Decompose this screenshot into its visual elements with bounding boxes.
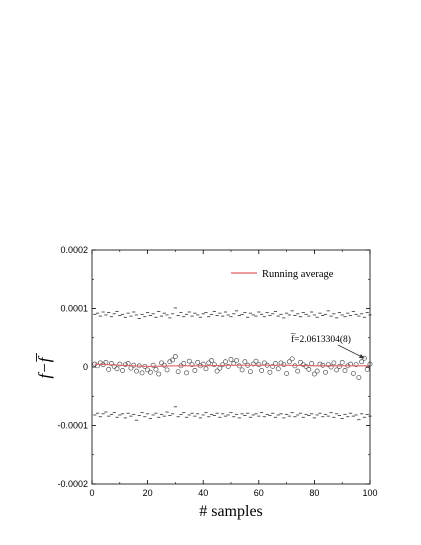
- legend-label-running-average: Running average: [262, 269, 334, 280]
- sample-point: [350, 370, 356, 376]
- sample-point: [225, 363, 231, 369]
- sample-point: [122, 362, 128, 368]
- y-tick-label: 0.0002: [60, 245, 88, 255]
- x-tick-label: 80: [309, 488, 319, 498]
- sample-point: [181, 361, 187, 366]
- annotation-arrow-head: [358, 354, 365, 359]
- sample-point: [295, 368, 301, 374]
- annotation-text: f̅=2.0613304(8): [290, 333, 351, 345]
- x-tick-label: 0: [89, 488, 94, 498]
- sample-point: [286, 359, 292, 365]
- sample-point: [339, 359, 345, 365]
- sample-point: [170, 357, 176, 363]
- sample-point: [228, 356, 234, 362]
- sample-point: [331, 360, 337, 366]
- sample-point: [270, 363, 276, 369]
- x-tick-label: 20: [143, 488, 153, 498]
- sample-point: [336, 363, 342, 369]
- sample-point: [289, 356, 295, 362]
- sample-point: [186, 358, 192, 364]
- sample-point: [303, 363, 309, 369]
- x-tick-label: 100: [362, 488, 377, 498]
- sample-point: [248, 369, 253, 375]
- sample-point: [206, 360, 212, 366]
- sample-point: [267, 369, 273, 375]
- legend: Running average: [231, 269, 334, 280]
- sample-point: [159, 360, 164, 366]
- sample-point: [120, 368, 126, 373]
- sample-point: [314, 368, 320, 374]
- sample-point: [203, 366, 209, 372]
- sample-point: [156, 371, 162, 377]
- sample-point: [253, 358, 259, 364]
- sample-point: [309, 361, 315, 366]
- sample-point: [139, 370, 145, 376]
- sample-point: [114, 366, 120, 372]
- sample-point: [217, 365, 223, 371]
- sample-point: [220, 362, 226, 368]
- sample-point: [364, 366, 370, 372]
- sample-point: [342, 368, 348, 373]
- sample-point: [323, 369, 328, 375]
- sample-point: [328, 364, 334, 370]
- sample-point: [189, 362, 195, 368]
- sample-point: [320, 362, 326, 368]
- sample-point: [195, 359, 201, 365]
- x-axis-label: # samples: [199, 503, 263, 520]
- sample-point: [361, 355, 367, 361]
- sample-point: [261, 360, 267, 366]
- x-tick-label: 60: [254, 488, 264, 498]
- sample-point: [259, 368, 265, 373]
- y-axis-label: f−f̅: [35, 352, 54, 378]
- sample-point: [234, 358, 240, 364]
- sample-point: [150, 362, 156, 368]
- sample-point: [298, 359, 303, 365]
- sample-point: [106, 366, 112, 372]
- sample-point: [334, 367, 340, 373]
- sample-point: [161, 362, 167, 368]
- y-tick-label: 0: [83, 362, 88, 372]
- sample-point: [356, 375, 362, 380]
- sample-point: [209, 358, 214, 364]
- series-layer: [92, 307, 373, 421]
- sample-point: [311, 371, 317, 377]
- y-tick-label: -0.0002: [57, 479, 88, 489]
- sample-point: [236, 363, 242, 369]
- annotation: f̅=2.0613304(8): [290, 333, 365, 359]
- sample-point: [147, 369, 153, 375]
- sample-point: [281, 362, 287, 368]
- sample-point: [242, 359, 248, 365]
- sample-point: [222, 359, 228, 365]
- sample-point: [175, 369, 181, 375]
- sample-point: [250, 361, 256, 367]
- sample-point: [145, 367, 151, 373]
- sample-point: [153, 366, 159, 372]
- sample-point: [109, 361, 114, 366]
- sample-point: [284, 370, 290, 376]
- sample-point: [184, 370, 189, 376]
- y-tick-label: 0.0001: [60, 304, 88, 314]
- sample-point: [172, 354, 178, 359]
- sample-point: [359, 359, 365, 365]
- y-tick-label: -0.0001: [57, 421, 88, 431]
- sample-point: [134, 368, 139, 374]
- axes-layer: 0 20 40 60 80 100 -0.0002 -0.0001 0 0.0001 0.0002: [57, 245, 377, 498]
- sample-point: [214, 368, 220, 374]
- sample-point: [211, 362, 217, 368]
- sample-point: [192, 368, 198, 373]
- sample-point: [275, 366, 281, 372]
- sample-point: [256, 362, 262, 368]
- sample-point: [306, 366, 312, 372]
- sample-point: [239, 367, 245, 373]
- sample-point: [117, 361, 123, 367]
- sample-point: [164, 367, 170, 373]
- x-tick-label: 40: [198, 488, 208, 498]
- sample-point: [103, 359, 109, 365]
- running-average-line: [94, 363, 370, 367]
- sample-point: [353, 362, 359, 368]
